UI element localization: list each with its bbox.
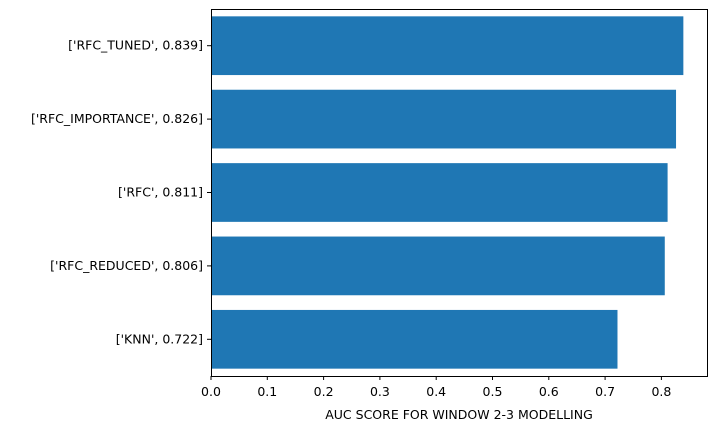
x-tick-label: 0.6 bbox=[539, 384, 559, 399]
plot-frame bbox=[211, 9, 708, 377]
x-axis: 0.0 0.1 0.2 0.3 0.4 0.5 0.6 0.7 0.8 bbox=[201, 376, 671, 399]
y-tick-label: ['RFC', 0.811] bbox=[118, 185, 203, 200]
y-tick-label: ['RFC_REDUCED', 0.806] bbox=[50, 258, 203, 273]
x-tick-label: 0.2 bbox=[314, 384, 334, 399]
y-tick-label: ['KNN', 0.722] bbox=[116, 331, 203, 346]
x-tick-label: 0.7 bbox=[595, 384, 615, 399]
bars-group bbox=[212, 16, 684, 369]
y-axis: ['RFC_TUNED', 0.839] ['RFC_IMPORTANCE', 0… bbox=[31, 38, 211, 346]
bar bbox=[212, 16, 684, 76]
bar bbox=[212, 163, 668, 222]
x-tick-label: 0.3 bbox=[370, 384, 390, 399]
x-tick-label: 0.8 bbox=[651, 384, 671, 399]
x-tick-label: 0.1 bbox=[257, 384, 277, 399]
x-tick-label: 0.5 bbox=[483, 384, 503, 399]
bar bbox=[212, 89, 677, 149]
x-tick-label: 0.0 bbox=[201, 384, 221, 399]
y-tick-label: ['RFC_IMPORTANCE', 0.826] bbox=[31, 111, 203, 126]
x-tick-label: 0.4 bbox=[426, 384, 446, 399]
x-axis-label: AUC SCORE FOR WINDOW 2-3 MODELLING bbox=[325, 407, 593, 422]
y-tick-label: ['RFC_TUNED', 0.839] bbox=[68, 38, 203, 53]
bar bbox=[212, 309, 618, 369]
bar bbox=[212, 236, 665, 296]
